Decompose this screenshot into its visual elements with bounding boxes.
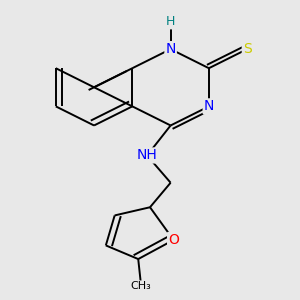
Text: H: H <box>166 15 175 28</box>
Text: O: O <box>168 233 179 247</box>
Text: S: S <box>243 42 251 56</box>
Text: NH: NH <box>137 148 158 163</box>
Text: N: N <box>165 42 176 56</box>
Text: CH₃: CH₃ <box>131 281 152 291</box>
Text: N: N <box>204 99 214 113</box>
